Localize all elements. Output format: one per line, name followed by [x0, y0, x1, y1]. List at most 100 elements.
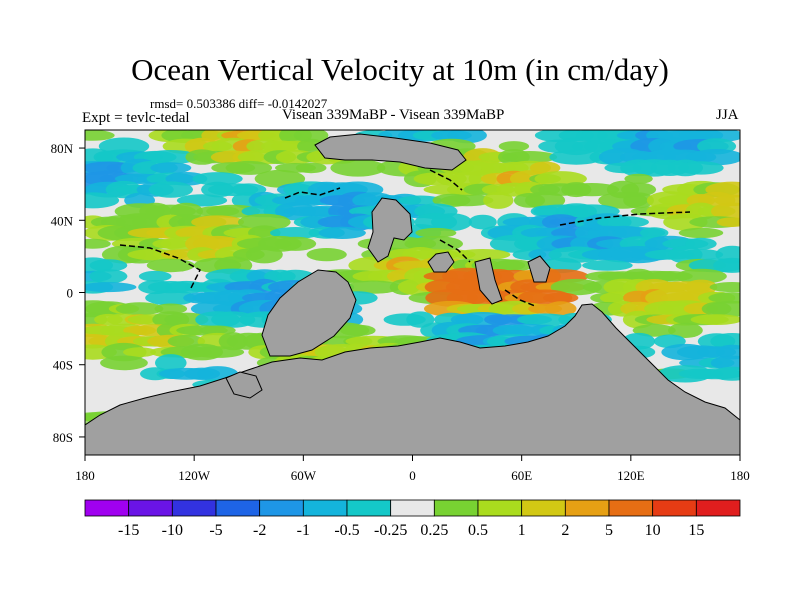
field-cell — [455, 249, 511, 261]
x-tick-label: 0 — [409, 468, 416, 483]
colorbar-swatch — [346, 499, 392, 517]
field-cell — [675, 268, 727, 284]
field-cell — [306, 248, 347, 262]
x-tick-label: 120W — [178, 468, 211, 483]
field-cell — [85, 238, 111, 249]
colorbar-label: -15 — [118, 522, 139, 539]
x-tick-label: 60W — [291, 468, 317, 483]
field-cell — [89, 259, 128, 272]
field-cell — [582, 260, 633, 271]
field-cell — [483, 191, 514, 209]
colorbar-label: -10 — [162, 522, 183, 539]
colorbar-swatch — [390, 499, 435, 517]
field-cell — [155, 354, 187, 372]
field-cell — [468, 214, 497, 230]
field-cell — [708, 292, 740, 304]
field-cell — [100, 355, 148, 371]
x-tick-label: 180 — [75, 468, 95, 483]
colorbar-label: -0.5 — [334, 522, 359, 539]
chart-title: Ocean Vertical Velocity at 10m (in cm/da… — [131, 52, 669, 87]
field-cell — [711, 202, 740, 221]
colorbar-label: -1 — [297, 522, 310, 539]
field-cell — [544, 301, 577, 317]
colorbar-swatch — [171, 499, 217, 517]
field-cell — [678, 161, 724, 175]
field-cell — [295, 162, 327, 174]
field-cell — [123, 347, 157, 357]
field-cell — [678, 249, 724, 261]
field-cell — [85, 192, 120, 209]
field-cell — [415, 227, 457, 238]
field-cell — [498, 141, 530, 152]
field-cell — [623, 192, 654, 209]
colorbar-swatch — [477, 499, 523, 517]
field-cell — [225, 160, 273, 175]
field-cell — [517, 313, 574, 326]
field-cell — [85, 130, 115, 141]
experiment-label: Expt = tevlc-tedal — [82, 110, 190, 126]
field-cell — [85, 282, 137, 293]
colorbar-label: -2 — [253, 522, 266, 539]
field-cell — [274, 236, 317, 251]
field-cell — [564, 183, 620, 197]
colorbar-swatch — [128, 499, 173, 517]
colorbar-label: -0.25 — [374, 522, 407, 539]
field-cell — [710, 355, 740, 371]
field-cell — [115, 302, 164, 316]
field-cell — [138, 270, 172, 282]
colorbar: -15 -10 -5 -2 -1 -0.5 -0.25 0.25 0.5 1 2 5 10 15 — [84, 499, 741, 539]
colorbar-swatch — [433, 499, 479, 517]
colorbar-label: -5 — [209, 522, 222, 539]
coast-dashed — [119, 169, 691, 307]
field-cell — [663, 213, 708, 231]
field-cell — [237, 213, 291, 231]
colorbar-swatch — [215, 499, 261, 517]
field-cell — [690, 314, 740, 325]
field-cell — [706, 300, 740, 317]
field-cell — [150, 162, 192, 174]
field-cell — [597, 216, 649, 229]
field-cell — [89, 269, 128, 284]
field-cell — [297, 138, 326, 154]
field-cell — [293, 130, 329, 143]
field-cell — [709, 282, 740, 293]
subtitle-label: Visean 339MaBP - Visean 339MaBP — [282, 107, 505, 123]
field-cell — [689, 149, 740, 166]
colorbar-swatch — [84, 499, 130, 517]
y-tick-label: 80N — [51, 141, 74, 156]
field-cell — [148, 181, 193, 198]
field-cell — [245, 245, 283, 264]
field-cell — [231, 183, 267, 196]
field-cell — [154, 303, 188, 315]
field-cell — [712, 366, 740, 381]
field-cell — [270, 227, 321, 239]
field-cell — [146, 258, 195, 273]
colorbar-label: 10 — [645, 522, 661, 539]
y-tick-label: 40N — [51, 213, 74, 228]
stats-label: rmsd= 0.503386 diff= -0.0142027 — [150, 96, 328, 111]
land-north-polar — [314, 133, 467, 171]
colorbar-swatch — [564, 499, 610, 517]
field-cell — [624, 173, 653, 184]
y-tick-label: 40S — [53, 358, 73, 373]
axis-ticks: 180 120W 60W 0 60E 120E 180 80N 40N 0 40S 80S — [51, 141, 750, 483]
field-cell — [254, 169, 306, 188]
colorbar-label: 0.5 — [468, 522, 488, 539]
field-cell — [440, 194, 494, 207]
x-tick-label: 60E — [511, 468, 532, 483]
field-cell — [678, 227, 724, 239]
colorbar-swatch — [608, 499, 654, 517]
field-cell — [716, 217, 740, 227]
x-tick-label: 120E — [617, 468, 645, 483]
colorbar-swatch — [302, 499, 348, 517]
field-cell — [494, 259, 534, 272]
field-cell — [199, 325, 236, 336]
field-cell — [501, 151, 558, 164]
colorbar-label: 0.25 — [420, 522, 448, 539]
field-cell — [143, 150, 199, 165]
colorbar-swatch — [521, 499, 566, 517]
land-east-island-3 — [527, 255, 551, 283]
colorbar-label: 1 — [518, 522, 526, 539]
season-label: JJA — [716, 107, 739, 123]
